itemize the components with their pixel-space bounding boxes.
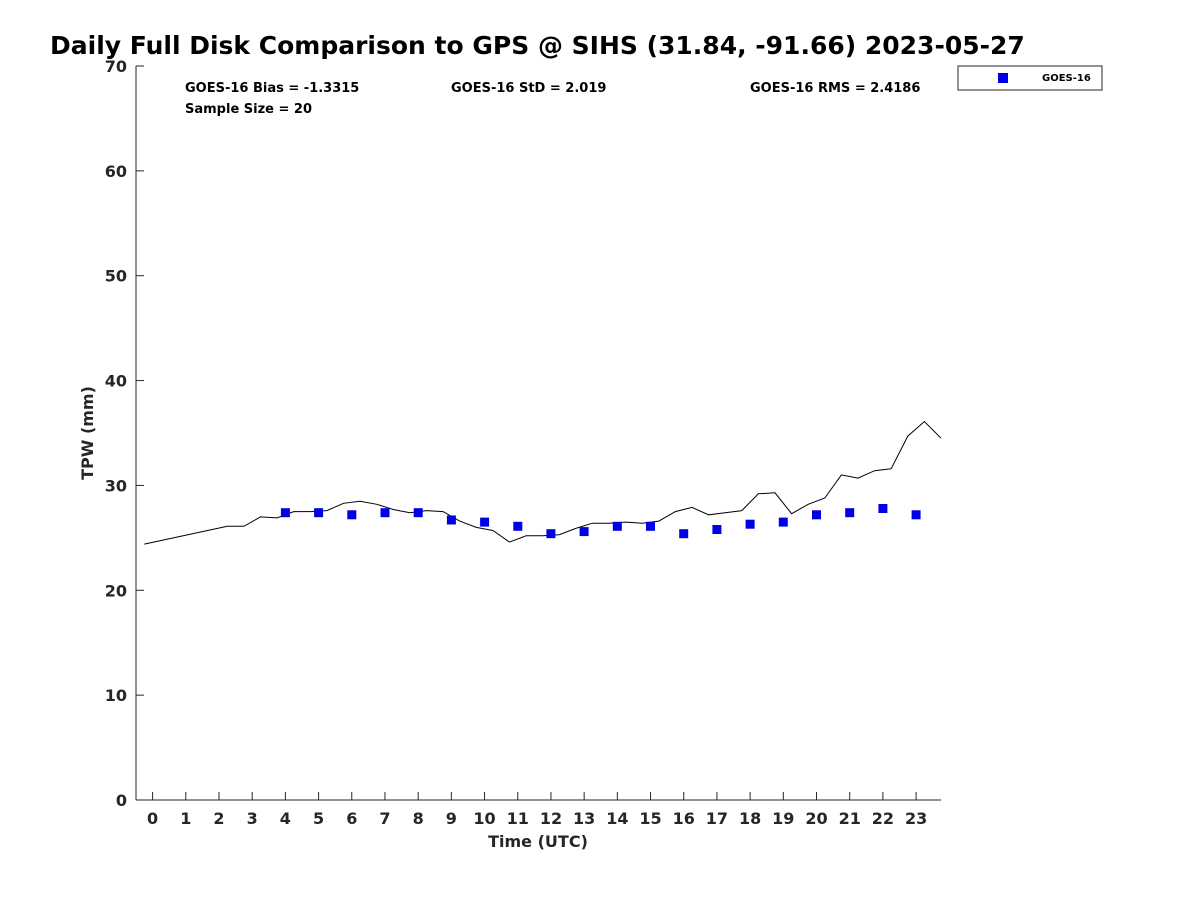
x-tick-label: 18 <box>739 809 761 828</box>
legend-label-goes16: GOES-16 <box>1042 73 1091 84</box>
x-tick-label: 10 <box>473 809 495 828</box>
goes16-point <box>280 508 290 518</box>
x-tick-label: 14 <box>606 809 628 828</box>
x-tick-label: 19 <box>772 809 794 828</box>
goes16-point <box>546 529 556 539</box>
y-tick-label: 40 <box>105 372 127 391</box>
x-tick-label: 15 <box>639 809 661 828</box>
x-tick-label: 1 <box>180 809 191 828</box>
x-tick-label: 5 <box>313 809 324 828</box>
y-tick-label: 10 <box>105 686 127 705</box>
goes16-point <box>480 517 490 527</box>
x-tick-label: 8 <box>413 809 424 828</box>
goes16-point <box>745 519 755 529</box>
y-ticks: 0 10 20 30 40 50 60 70 <box>105 57 144 810</box>
stats-box: GOES-16 Bias = -1.3315 GOES-16 StD = 2.0… <box>185 81 920 117</box>
chart-title: Daily Full Disk Comparison to GPS @ SIHS… <box>50 31 1025 60</box>
y-tick-label: 20 <box>105 581 127 600</box>
goes16-point <box>911 510 921 520</box>
x-tick-label: 16 <box>673 809 695 828</box>
goes16-point <box>413 508 423 518</box>
goes16-point <box>446 515 456 525</box>
x-tick-label: 22 <box>872 809 894 828</box>
bias-stat: GOES-16 Bias = -1.3315 <box>185 81 359 96</box>
x-tick-label: 7 <box>379 809 390 828</box>
x-tick-label: 13 <box>573 809 595 828</box>
x-tick-label: 11 <box>507 809 529 828</box>
goes16-point <box>812 510 821 520</box>
y-tick-label: 30 <box>105 476 127 495</box>
x-tick-label: 2 <box>213 809 224 828</box>
gps-tpw-line <box>144 420 942 545</box>
x-axis-label: Time (UTC) <box>488 832 588 851</box>
x-tick-label: 9 <box>446 809 457 828</box>
series-layer <box>144 420 942 545</box>
legend: GOES-16 <box>957 65 1103 91</box>
y-axis-label: TPW (mm) <box>78 386 97 480</box>
x-tick-label: 4 <box>280 809 291 828</box>
x-tick-label: 6 <box>346 809 357 828</box>
y-tick-label: 50 <box>105 267 127 286</box>
x-tick-label: 20 <box>805 809 827 828</box>
goes16-point <box>646 521 655 531</box>
goes16-point <box>712 525 722 534</box>
rms-stat: GOES-16 RMS = 2.4186 <box>750 81 920 96</box>
goes16-point <box>679 529 689 539</box>
x-tick-label: 23 <box>905 809 927 828</box>
legend-marker-goes16 <box>998 73 1008 83</box>
x-tick-label: 3 <box>247 809 258 828</box>
y-tick-label: 70 <box>105 57 127 76</box>
x-tick-label: 12 <box>540 809 562 828</box>
goes16-point <box>845 508 855 518</box>
goes16-point <box>778 517 788 527</box>
goes16-point <box>579 527 589 537</box>
sample-size-stat: Sample Size = 20 <box>185 102 312 117</box>
x-ticks: 0 1 2 3 4 5 6 7 8 9 10 11 12 13 14 15 16 17 18 19 20 21 22 23 <box>147 792 927 828</box>
x-tick-label: 21 <box>839 809 861 828</box>
goes16-point <box>612 521 622 531</box>
std-stat: GOES-16 StD = 2.019 <box>451 81 606 96</box>
legend-box <box>957 65 1103 91</box>
y-tick-label: 60 <box>105 162 127 181</box>
goes16-point <box>347 510 357 520</box>
goes16-point <box>878 504 888 513</box>
goes16-point <box>513 521 523 531</box>
y-tick-label: 0 <box>116 791 127 810</box>
x-tick-label: 0 <box>147 809 158 828</box>
x-tick-label: 17 <box>706 809 728 828</box>
goes16-point <box>380 508 390 518</box>
goes16-point <box>314 508 324 518</box>
plot-axes <box>135 66 941 801</box>
